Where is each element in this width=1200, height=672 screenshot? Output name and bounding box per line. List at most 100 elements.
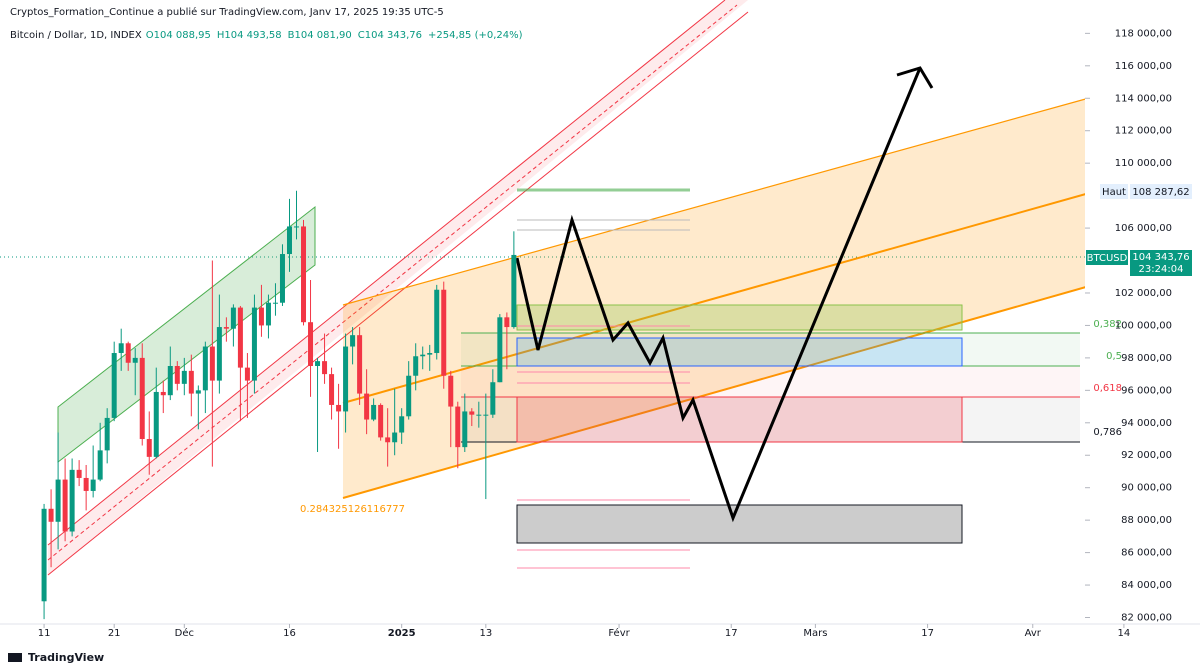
- candle-body: [55, 479, 61, 522]
- candle-body: [336, 404, 342, 412]
- ohlc-value: B104 081,90: [288, 30, 352, 41]
- candle-body: [406, 375, 412, 417]
- candle-body: [160, 391, 166, 396]
- high-value-tag: [1130, 184, 1192, 199]
- candle-body: [497, 317, 503, 383]
- level-lines: [517, 219, 690, 569]
- projection-path: [515, 67, 922, 523]
- candle-body: [364, 393, 370, 420]
- candle-body: [48, 508, 54, 522]
- red-channel-line: [47, 11, 749, 576]
- ohlc-value: O104 088,95: [146, 30, 211, 41]
- candle-body: [504, 317, 510, 328]
- high-label: Haut: [1102, 187, 1126, 198]
- candle-body: [188, 370, 194, 394]
- candle-body: [153, 391, 159, 457]
- x-tick-label: Févr: [608, 627, 630, 639]
- candle-body: [167, 366, 173, 396]
- candle-body: [511, 254, 517, 328]
- x-tick-label: 2025: [388, 628, 416, 639]
- symbol-label: BTCUSD: [1087, 253, 1128, 264]
- y-tick-label: 82 000,00: [1121, 613, 1172, 624]
- candle-body: [62, 479, 68, 532]
- candle-body: [251, 307, 257, 381]
- candle-body: [174, 366, 180, 384]
- y-tick-label: 98 000,00: [1121, 353, 1172, 364]
- candle-body: [308, 322, 314, 366]
- candle-body: [420, 354, 426, 357]
- candle-body: [371, 404, 377, 420]
- candle-body: [41, 508, 47, 602]
- candle-body: [462, 411, 468, 448]
- candle-body: [181, 370, 187, 384]
- y-tick-label: 118 000,00: [1115, 28, 1172, 39]
- y-tick-label: 88 000,00: [1121, 515, 1172, 526]
- y-tick-label: 112 000,00: [1115, 126, 1172, 137]
- candle-body: [455, 406, 461, 448]
- red-channel-line: [47, 0, 726, 546]
- y-tick-label: 94 000,00: [1121, 418, 1172, 429]
- high-value: 108 287,62: [1132, 187, 1189, 198]
- y-tick-label: 90 000,00: [1121, 483, 1172, 494]
- candle-body: [146, 439, 152, 457]
- y-tick-label: 116 000,00: [1115, 61, 1172, 72]
- x-tick-label: 17: [921, 628, 934, 639]
- fib-label: 0,618: [1093, 383, 1122, 394]
- x-tick-label: 11: [38, 628, 51, 639]
- footer: TradingView: [28, 651, 104, 664]
- candle-body: [209, 346, 215, 381]
- candle-body: [258, 307, 264, 326]
- candle-body: [483, 414, 489, 416]
- candle-body: [272, 302, 278, 304]
- y-tick-label: 102 000,00: [1115, 288, 1172, 299]
- candle-body: [329, 374, 335, 405]
- candle-body: [448, 375, 454, 407]
- y-tick-label: 92 000,00: [1121, 450, 1172, 461]
- candle-body: [111, 353, 117, 418]
- y-tick-label: 96 000,00: [1121, 385, 1172, 396]
- y-tick-label: 110 000,00: [1115, 158, 1172, 169]
- candle-body: [139, 357, 145, 440]
- x-tick-label: 17: [725, 628, 738, 639]
- candle-body: [279, 254, 285, 303]
- zone-box: [516, 337, 963, 367]
- candle-body: [286, 226, 292, 255]
- candle-body: [441, 289, 447, 376]
- candle-body: [237, 307, 243, 368]
- candle-body: [90, 479, 96, 491]
- candle-body: [294, 226, 299, 228]
- candle-body: [223, 327, 229, 329]
- last-price: 104 343,76: [1132, 252, 1189, 263]
- candle-body: [118, 343, 124, 354]
- x-tick-label: 14: [1118, 628, 1131, 639]
- y-tick-label: 100 000,00: [1115, 320, 1172, 331]
- high-tag: [1100, 184, 1128, 199]
- candle-body: [202, 346, 208, 391]
- candle-body: [399, 416, 405, 433]
- candle-body: [104, 417, 110, 451]
- candle-body: [83, 477, 89, 491]
- y-tick-label: 86 000,00: [1121, 548, 1172, 559]
- candle-body: [265, 302, 271, 326]
- zone-box: [516, 504, 963, 544]
- candle-body: [427, 353, 433, 355]
- x-tick-label: Déc: [175, 627, 194, 639]
- candle-body: [357, 335, 363, 394]
- fib-label: 0,382: [1093, 319, 1122, 330]
- x-tick-label: 21: [108, 628, 121, 639]
- drawings: [0, 0, 1101, 576]
- candles: [41, 190, 517, 620]
- candle-body: [76, 469, 82, 478]
- zone-box: [516, 396, 963, 443]
- candle-body: [392, 432, 398, 443]
- candle-body: [378, 404, 384, 438]
- ohlc-value: H104 493,58: [217, 30, 282, 41]
- ohlc-value: C104 343,76: [358, 30, 422, 41]
- y-tick-label: 114 000,00: [1115, 93, 1172, 104]
- candle-body: [97, 450, 103, 480]
- red-channel-mid: [47, 4, 738, 561]
- x-tick-label: 13: [479, 628, 492, 639]
- candle-body: [132, 357, 138, 363]
